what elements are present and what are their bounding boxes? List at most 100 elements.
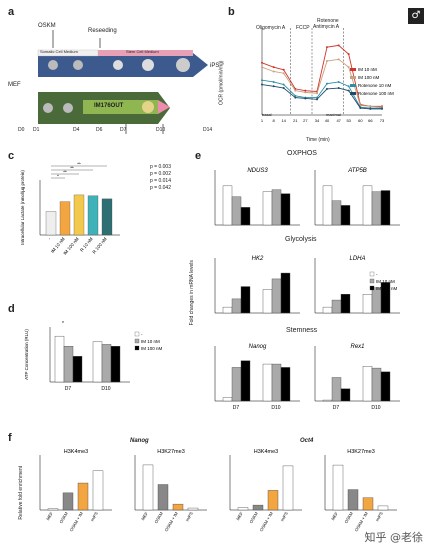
- legend-swatch: [350, 68, 356, 71]
- gene-label: HK2: [252, 256, 264, 262]
- bar: [331, 377, 342, 402]
- phase-label: Antimycin A: [313, 24, 340, 30]
- group-label: D7: [65, 386, 72, 392]
- pvalue-label: p = 0.042: [150, 185, 171, 191]
- legend-swatch: [369, 271, 375, 277]
- bar: [231, 196, 242, 226]
- data-point: [359, 107, 362, 110]
- gene-label: NDUS3: [247, 168, 268, 174]
- category-label: OSKM + IM: [259, 511, 274, 533]
- cell-icon: [142, 59, 154, 71]
- data-point: [294, 96, 297, 99]
- data-point: [261, 83, 263, 86]
- category-label: MEF: [45, 511, 54, 522]
- x-tick-label: 14: [281, 118, 286, 123]
- category-label: OSKM: [343, 511, 354, 525]
- category-label: miPS: [90, 511, 99, 522]
- phase-label: FCCP: [296, 25, 310, 31]
- mrna-bar-charts: NDUS3 ATP5B HK2 LDHA Nanog D7 D10 Rex1 D7 D10 - IM …: [214, 168, 400, 411]
- bar: [380, 282, 391, 314]
- bar: [371, 367, 382, 402]
- bar: [340, 293, 351, 314]
- legend-label: Rotenone 10 nM: [358, 83, 392, 88]
- day-label: D1: [33, 127, 40, 133]
- x-tick-label: 21: [293, 118, 298, 123]
- chip-mark-label: H3K4me3: [64, 449, 88, 455]
- legend-swatch: [350, 92, 356, 95]
- bar: [371, 287, 382, 314]
- data-point: [304, 91, 307, 94]
- data-point: [326, 60, 328, 63]
- ocr-xlabel: Time (min): [306, 137, 330, 143]
- bar: [110, 346, 121, 383]
- bar: [380, 371, 391, 402]
- legend-swatch: [369, 278, 375, 284]
- series-line: [261, 84, 382, 110]
- bar: [222, 306, 233, 314]
- data-point: [337, 58, 340, 61]
- data-point: [369, 107, 372, 110]
- bar: [347, 489, 359, 511]
- bar: [377, 505, 389, 511]
- chip-mark-label: H3K4me3: [254, 449, 278, 455]
- bar: [45, 211, 57, 236]
- category-label: OSKM: [248, 511, 259, 525]
- x-tick-label: 73: [380, 118, 385, 123]
- legend-label: IM 10 nM: [358, 67, 377, 72]
- cell-icon: [63, 103, 73, 113]
- series-line: [261, 79, 382, 109]
- group-label: D10: [371, 405, 380, 411]
- bar: [240, 286, 251, 314]
- bar: [322, 185, 333, 226]
- data-point: [326, 46, 328, 49]
- day-label: D4: [73, 127, 80, 133]
- bar: [187, 507, 199, 511]
- bar: [331, 299, 342, 314]
- legend-swatch: [369, 285, 375, 291]
- pvalue-label: p = 0.014: [150, 178, 171, 184]
- bar: [332, 464, 344, 511]
- bar: [142, 464, 154, 511]
- data-point: [261, 66, 263, 69]
- x-tick-label: 40: [325, 118, 330, 123]
- phase-label: Rotenone: [317, 18, 339, 24]
- group-label: D10: [271, 405, 280, 411]
- bar: [371, 191, 382, 226]
- chip-mark-label: H3K27me3: [347, 449, 375, 455]
- basal-label: basal: [262, 112, 272, 117]
- data-point: [337, 44, 340, 47]
- gene-label: ATP5B: [347, 168, 367, 174]
- bar: [101, 198, 113, 236]
- day-label: D7: [120, 127, 127, 133]
- legend-label: Rotenone 100 nM: [358, 91, 394, 96]
- bar: [92, 470, 104, 511]
- bar: [271, 278, 282, 314]
- bar: [322, 306, 333, 314]
- data-point: [261, 61, 263, 64]
- category-label: miPS: [280, 511, 289, 522]
- series-line: [261, 58, 383, 108]
- data-point: [347, 85, 350, 88]
- gene-label: LDHA: [349, 256, 365, 262]
- bar: [331, 200, 342, 226]
- bar: [231, 298, 242, 314]
- pvalue-label: p = 0.003: [150, 164, 171, 170]
- data-point: [369, 105, 372, 108]
- sig-label: **: [70, 166, 74, 171]
- bar: [340, 388, 351, 402]
- category-label: MEF: [235, 511, 244, 522]
- legend-swatch: [134, 331, 140, 337]
- bar: [240, 360, 251, 402]
- data-point: [337, 87, 340, 90]
- x-tick-label: 34: [315, 118, 320, 123]
- cell-icon: [142, 101, 154, 113]
- data-point: [272, 66, 275, 69]
- category-label: OSKM: [153, 511, 164, 525]
- bar: [362, 366, 373, 402]
- panel-b-letter: b: [228, 6, 235, 18]
- y-axis-label: ATP Concentration (RLU): [24, 329, 29, 380]
- bar: [172, 503, 184, 511]
- panel-a-letter: a: [8, 6, 15, 18]
- data-point: [347, 66, 350, 69]
- data-point: [294, 89, 297, 92]
